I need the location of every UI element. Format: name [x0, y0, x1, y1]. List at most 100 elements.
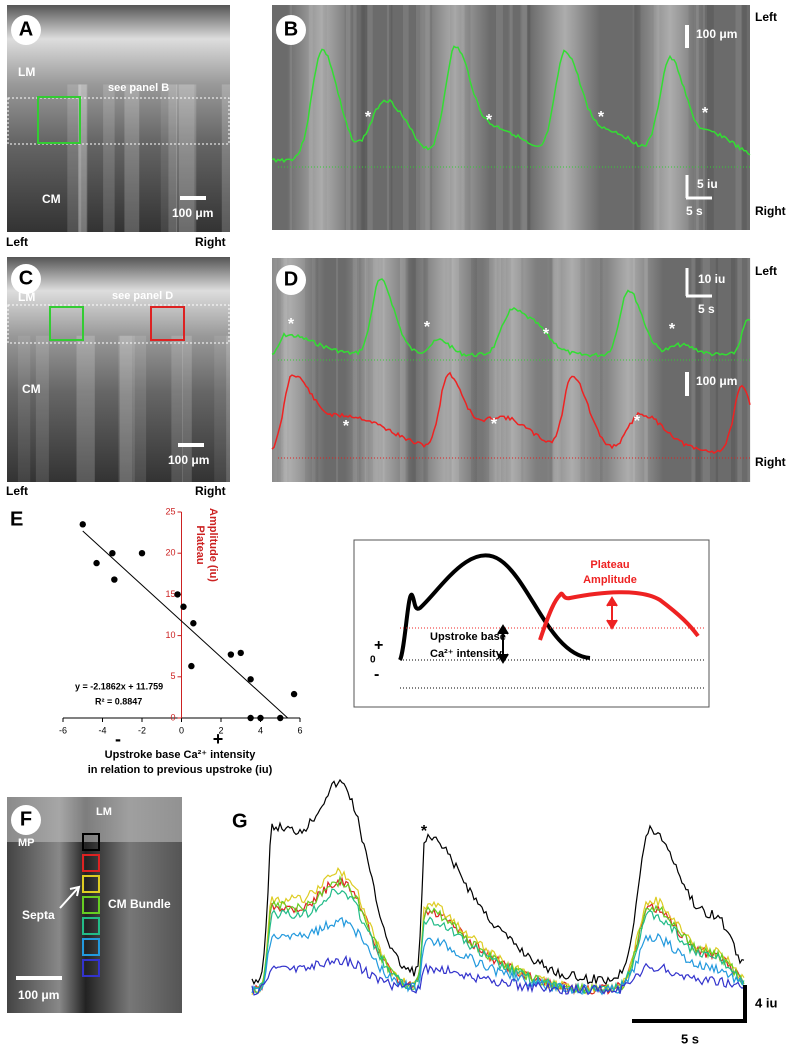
arrow	[497, 624, 509, 664]
label: -2	[138, 725, 146, 735]
label: F	[20, 808, 32, 830]
point	[277, 714, 284, 722]
label: 0	[179, 725, 184, 735]
band	[635, 5, 705, 230]
label: *	[491, 416, 498, 433]
streak	[415, 5, 424, 230]
fiber	[17, 335, 31, 482]
fiber	[78, 84, 87, 232]
roi	[82, 833, 100, 851]
arrow	[59, 885, 81, 909]
label: +	[374, 637, 383, 654]
label: see panel B	[108, 82, 169, 94]
fiber	[182, 335, 192, 482]
point	[247, 676, 254, 683]
label-badge	[11, 15, 41, 45]
label: *	[421, 823, 428, 840]
roi	[82, 959, 100, 977]
label-badge	[11, 805, 41, 835]
fiber	[35, 335, 49, 482]
label: 100 μm	[696, 27, 737, 41]
fiber	[78, 84, 88, 232]
point	[257, 714, 264, 722]
streak	[731, 258, 738, 482]
label: Left	[755, 10, 777, 24]
point	[180, 603, 187, 610]
label: *	[598, 109, 605, 126]
roi	[82, 896, 100, 914]
point	[111, 576, 118, 583]
fiber	[171, 335, 183, 482]
label: Upstroke base Ca²⁺ intensity	[105, 749, 257, 761]
micrograph	[7, 5, 230, 232]
point	[190, 620, 197, 627]
fiber	[124, 84, 140, 232]
label: Left	[6, 484, 28, 498]
label: *	[486, 112, 493, 129]
streak	[386, 5, 391, 230]
schematic-box	[353, 539, 710, 708]
label: y = -2.1862x + 11.759	[75, 681, 163, 691]
trace	[251, 954, 745, 996]
label: -	[374, 666, 379, 683]
trace	[251, 888, 745, 995]
streak	[747, 258, 751, 482]
streak	[706, 5, 714, 230]
label: CM Bundle	[108, 897, 171, 911]
fiber	[175, 84, 195, 232]
band	[530, 5, 600, 230]
streak	[702, 258, 710, 482]
label: -4	[98, 725, 106, 735]
label: Right	[755, 455, 786, 469]
fiber	[76, 335, 95, 482]
label: see panel D	[112, 290, 173, 302]
streak	[694, 258, 701, 482]
label: Septa	[22, 908, 55, 922]
label: LM	[96, 806, 112, 818]
streak	[495, 5, 503, 230]
fiber	[67, 84, 82, 232]
band	[345, 258, 415, 482]
label: *	[543, 326, 550, 343]
streak	[527, 5, 531, 230]
roi	[49, 306, 84, 341]
fiber	[103, 84, 115, 232]
label: *	[365, 109, 372, 126]
label: Left	[755, 264, 777, 278]
label: Right	[755, 204, 786, 218]
schematic-curve	[538, 590, 700, 641]
label: -6	[59, 725, 67, 735]
label: 5 s	[698, 302, 715, 316]
label: Left	[6, 235, 28, 249]
roi	[82, 854, 100, 872]
point	[237, 649, 244, 657]
label: *	[343, 418, 350, 435]
label: 10	[165, 630, 175, 640]
label: +	[213, 729, 224, 749]
label: 10 iu	[698, 272, 725, 286]
label: 100 μm	[18, 988, 59, 1002]
roi-region	[7, 304, 230, 344]
label: A	[19, 18, 33, 40]
trace	[251, 876, 745, 995]
fiber	[226, 335, 245, 482]
streak	[389, 5, 393, 230]
label: 25	[165, 506, 175, 516]
label: B	[284, 18, 298, 40]
label: 100 μm	[172, 206, 213, 220]
label-badge	[276, 15, 306, 45]
streak	[691, 258, 696, 482]
point	[247, 714, 254, 722]
streak	[402, 5, 409, 230]
trace	[271, 45, 751, 163]
label: G	[232, 810, 248, 832]
point	[93, 559, 100, 567]
streak	[336, 258, 339, 482]
label: 5	[170, 671, 175, 681]
label: Amplitude	[583, 574, 637, 586]
label: *	[288, 316, 295, 333]
streak	[735, 5, 742, 230]
label: 6	[297, 725, 302, 735]
label: LM	[18, 290, 35, 304]
